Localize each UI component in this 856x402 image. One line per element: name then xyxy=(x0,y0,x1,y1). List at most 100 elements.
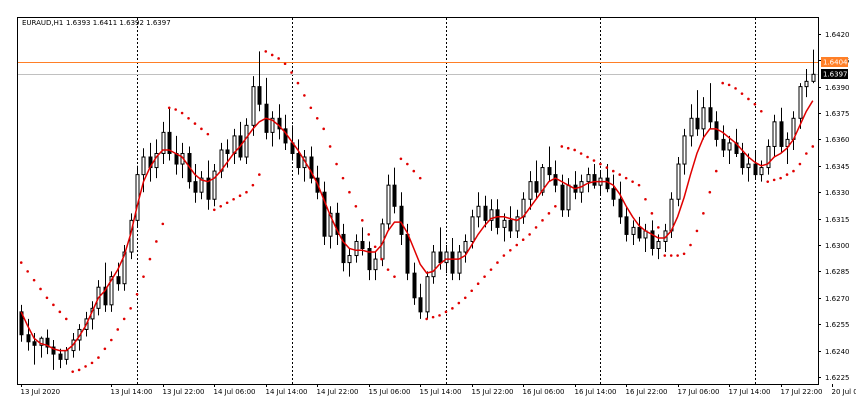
candle[interactable] xyxy=(528,171,533,210)
candle[interactable] xyxy=(19,304,24,342)
candle[interactable] xyxy=(695,90,700,136)
candle[interactable] xyxy=(206,160,211,210)
candle[interactable] xyxy=(508,206,513,238)
hline-price-tag: 1.6404 xyxy=(821,57,848,67)
candle[interactable] xyxy=(322,181,327,245)
candle[interactable] xyxy=(463,234,468,263)
candle[interactable] xyxy=(257,51,262,112)
candle[interactable] xyxy=(412,262,417,305)
candle[interactable] xyxy=(167,107,172,161)
candle[interactable] xyxy=(476,192,481,228)
candle[interactable] xyxy=(109,271,114,312)
candle[interactable] xyxy=(244,118,249,165)
candle[interactable] xyxy=(26,318,31,351)
candle[interactable] xyxy=(193,164,198,203)
sar-dot xyxy=(232,197,235,201)
candle[interactable] xyxy=(141,148,146,193)
sar-dot xyxy=(167,106,171,110)
candle[interactable] xyxy=(753,149,758,179)
candle[interactable] xyxy=(373,252,378,281)
candle[interactable] xyxy=(643,223,648,253)
candle[interactable] xyxy=(392,167,397,214)
candle[interactable] xyxy=(637,216,642,242)
candle[interactable] xyxy=(547,146,552,182)
candle[interactable] xyxy=(135,165,140,228)
candle[interactable] xyxy=(676,157,681,207)
candle[interactable] xyxy=(431,244,436,284)
candle[interactable] xyxy=(592,164,597,189)
candle[interactable] xyxy=(701,97,706,140)
candle[interactable] xyxy=(148,142,153,182)
candle[interactable] xyxy=(302,149,307,182)
candle[interactable] xyxy=(798,83,803,129)
candle[interactable] xyxy=(689,104,694,147)
candle[interactable] xyxy=(746,153,751,182)
candle[interactable] xyxy=(45,329,50,355)
candle[interactable] xyxy=(232,128,237,165)
candle[interactable] xyxy=(470,209,475,249)
candle[interactable] xyxy=(341,223,346,272)
candle[interactable] xyxy=(328,206,333,249)
candle[interactable] xyxy=(309,146,314,184)
candle[interactable] xyxy=(386,174,391,231)
candle[interactable] xyxy=(586,167,591,193)
candle[interactable] xyxy=(553,160,558,193)
candle[interactable] xyxy=(772,114,777,158)
candle[interactable] xyxy=(534,160,539,200)
candle[interactable] xyxy=(103,262,108,312)
candles[interactable] xyxy=(19,49,816,370)
candle[interactable] xyxy=(212,164,217,207)
candle[interactable] xyxy=(418,283,423,319)
candle[interactable] xyxy=(51,340,56,370)
candle[interactable] xyxy=(483,195,488,228)
candle[interactable] xyxy=(573,171,578,200)
candle[interactable] xyxy=(296,139,301,175)
candle[interactable] xyxy=(251,76,256,136)
candle[interactable] xyxy=(238,121,243,161)
candle[interactable] xyxy=(804,69,809,98)
candle[interactable] xyxy=(335,202,340,245)
candle[interactable] xyxy=(219,142,224,179)
candle[interactable] xyxy=(367,241,372,281)
candle[interactable] xyxy=(598,171,603,196)
candle[interactable] xyxy=(58,348,63,369)
candle[interactable] xyxy=(766,139,771,175)
candle[interactable] xyxy=(180,142,185,179)
candle[interactable] xyxy=(264,77,269,140)
candle[interactable] xyxy=(740,142,745,175)
candle[interactable] xyxy=(579,174,584,203)
candle[interactable] xyxy=(347,248,352,277)
candle[interactable] xyxy=(457,244,462,281)
candle[interactable] xyxy=(521,192,526,224)
candle[interactable] xyxy=(624,206,629,242)
candle[interactable] xyxy=(161,121,166,165)
candle[interactable] xyxy=(489,199,494,231)
candle[interactable] xyxy=(721,125,726,158)
candle[interactable] xyxy=(811,49,816,84)
candle[interactable] xyxy=(277,104,282,140)
candle[interactable] xyxy=(425,271,430,319)
candle[interactable] xyxy=(618,181,623,224)
candle[interactable] xyxy=(515,209,520,238)
candle[interactable] xyxy=(708,83,713,129)
candle[interactable] xyxy=(611,174,616,207)
candle[interactable] xyxy=(354,234,359,263)
candle[interactable] xyxy=(759,160,764,182)
candle[interactable] xyxy=(39,336,44,358)
candle[interactable] xyxy=(791,111,796,150)
candle[interactable] xyxy=(199,171,204,200)
candle[interactable] xyxy=(90,301,95,330)
candle[interactable] xyxy=(682,128,687,175)
candle[interactable] xyxy=(779,107,784,154)
candle-body-bull xyxy=(502,219,507,228)
candle[interactable] xyxy=(631,220,636,245)
candle[interactable] xyxy=(270,111,275,147)
candle[interactable] xyxy=(502,213,507,242)
candle[interactable] xyxy=(727,135,732,165)
candle[interactable] xyxy=(399,192,404,245)
candle[interactable] xyxy=(650,220,655,256)
sar-dot xyxy=(650,212,654,215)
sar-dot xyxy=(251,183,255,187)
